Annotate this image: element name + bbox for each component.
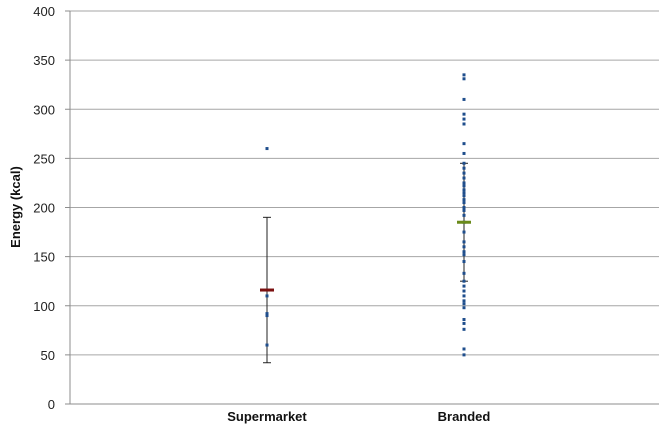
data-point-branded-33	[462, 294, 466, 298]
data-point-branded-27	[462, 253, 466, 257]
data-point-branded-10	[462, 171, 466, 175]
data-point-branded-4	[462, 117, 466, 121]
data-point-branded-38	[462, 321, 466, 325]
y-tick-label-200: 200	[33, 201, 55, 216]
data-point-branded-19	[462, 206, 466, 209]
data-point-branded-17	[462, 198, 466, 202]
data-point-branded-15	[462, 191, 466, 195]
y-tick-label-300: 300	[33, 102, 55, 117]
data-point-branded-20	[462, 208, 466, 212]
data-point-branded-1	[462, 77, 466, 81]
data-point-branded-8	[462, 161, 466, 165]
data-point-branded-3	[462, 112, 466, 116]
data-point-branded-6	[462, 142, 466, 146]
data-point-supermarket-0	[265, 147, 269, 151]
data-point-branded-25	[462, 245, 466, 249]
data-point-branded-41	[462, 353, 466, 357]
data-point-branded-35	[462, 302, 466, 306]
data-point-supermarket-4	[265, 343, 269, 347]
data-point-branded-2	[462, 97, 466, 101]
y-tick-label-250: 250	[33, 151, 55, 166]
data-point-supermarket-2	[265, 312, 269, 316]
data-point-branded-18	[462, 201, 466, 205]
mean-markers	[260, 220, 471, 292]
category-labels: Supermarket Branded	[227, 409, 490, 424]
grid-lines	[70, 10, 659, 405]
data-point-branded-7	[462, 151, 466, 155]
data-point-branded-36	[462, 306, 466, 310]
data-point-branded-34	[462, 299, 466, 303]
category-label-supermarket: Supermarket	[227, 409, 307, 424]
data-point-supermarket-1	[265, 294, 269, 298]
y-tick-label-100: 100	[33, 299, 55, 314]
mean-marker-branded	[457, 220, 471, 224]
data-point-branded-28	[462, 260, 466, 264]
data-point-branded-37	[462, 318, 466, 322]
y-axis-ticks: 0 50 100 150 200 250 300 350 400	[33, 4, 70, 412]
mean-marker-supermarket	[260, 288, 274, 292]
data-point-branded-14	[462, 188, 466, 192]
data-point-branded-40	[462, 347, 466, 351]
y-tick-label-50: 50	[41, 348, 55, 363]
data-point-branded-12	[462, 181, 466, 185]
y-tick-label-350: 350	[33, 53, 55, 68]
data-point-branded-0	[462, 73, 466, 77]
data-point-supermarket-3	[265, 314, 269, 318]
data-point-branded-24	[462, 240, 466, 244]
data-point-branded-29	[462, 271, 466, 275]
y-tick-label-150: 150	[33, 250, 55, 265]
data-point-branded-26	[462, 250, 466, 254]
error-bars	[263, 162, 468, 364]
y-tick-label-0: 0	[48, 397, 55, 412]
data-point-branded-30	[462, 279, 466, 283]
data-point-branded-16	[462, 194, 466, 198]
data-point-branded-21	[462, 213, 466, 217]
data-point-branded-31	[462, 284, 466, 288]
x-axis	[69, 11, 659, 405]
data-point-branded-23	[462, 230, 466, 234]
data-point-branded-39	[462, 327, 466, 331]
data-point-branded-11	[462, 176, 466, 180]
category-label-branded: Branded	[438, 409, 491, 424]
data-point-branded-5	[462, 122, 466, 126]
data-points	[265, 73, 466, 357]
data-point-branded-32	[462, 289, 466, 293]
data-point-branded-13	[462, 184, 466, 188]
data-point-branded-9	[462, 166, 466, 170]
y-tick-label-400: 400	[33, 4, 55, 19]
y-axis-title: Energy (kcal)	[8, 166, 23, 248]
